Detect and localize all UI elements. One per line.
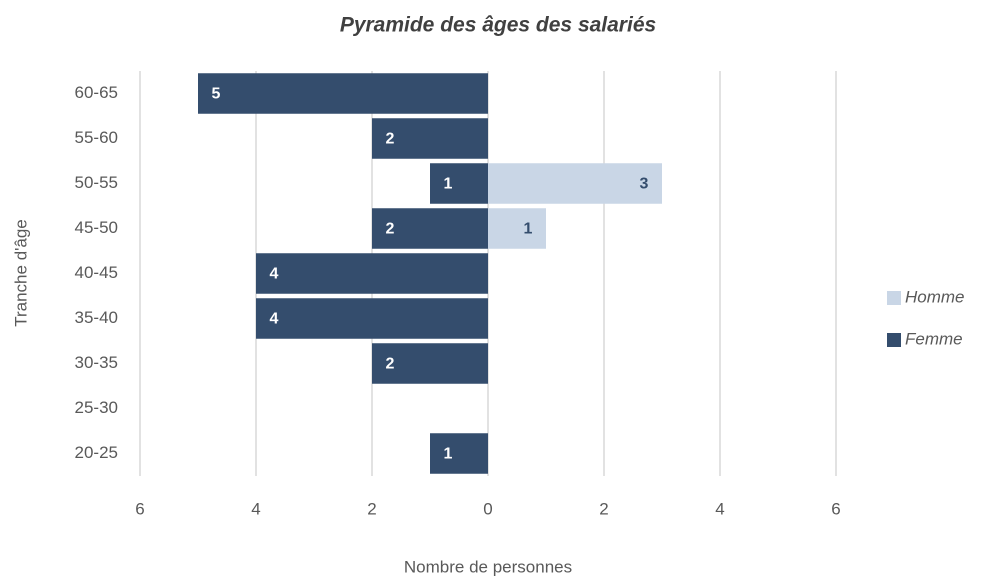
y-tick-label: 40-45 [75, 263, 118, 282]
bar [430, 433, 488, 474]
legend-label: Homme [905, 287, 965, 306]
x-tick-label: 4 [251, 499, 260, 518]
x-axis-label: Nombre de personnes [404, 557, 572, 576]
x-tick-label: 2 [599, 499, 608, 518]
y-tick-label: 45-50 [75, 218, 118, 237]
chart-title: Pyramide des âges des salariés [340, 14, 656, 37]
legend-swatch [887, 291, 901, 305]
data-label: 3 [640, 176, 649, 193]
y-axis-label: Tranche d'âge [11, 219, 30, 327]
data-label: 1 [524, 221, 533, 238]
bar [372, 343, 488, 384]
data-label: 4 [270, 266, 279, 283]
data-label: 2 [386, 221, 395, 238]
x-tick-label: 6 [135, 499, 144, 518]
x-tick-label: 4 [715, 499, 724, 518]
bar [488, 208, 546, 249]
bar [372, 208, 488, 249]
y-tick-label: 35-40 [75, 308, 118, 327]
y-tick-label: 30-35 [75, 353, 118, 372]
x-tick-label: 0 [483, 499, 492, 518]
legend-swatch [887, 333, 901, 347]
y-tick-label: 60-65 [75, 83, 118, 102]
data-label: 5 [212, 86, 221, 103]
y-tick-label: 50-55 [75, 173, 118, 192]
data-label: 4 [270, 311, 279, 328]
x-tick-label: 6 [831, 499, 840, 518]
bar [198, 73, 488, 114]
y-tick-label: 20-25 [75, 443, 118, 462]
bar [372, 118, 488, 159]
y-tick-label: 55-60 [75, 128, 118, 147]
data-label: 2 [386, 131, 395, 148]
bar [488, 163, 662, 204]
bar [256, 298, 488, 339]
bar [256, 253, 488, 294]
data-label: 2 [386, 356, 395, 373]
data-label: 1 [444, 446, 453, 463]
legend-label: Femme [905, 329, 963, 348]
bar [430, 163, 488, 204]
x-tick-label: 2 [367, 499, 376, 518]
y-tick-label: 25-30 [75, 398, 118, 417]
data-label: 1 [444, 176, 453, 193]
